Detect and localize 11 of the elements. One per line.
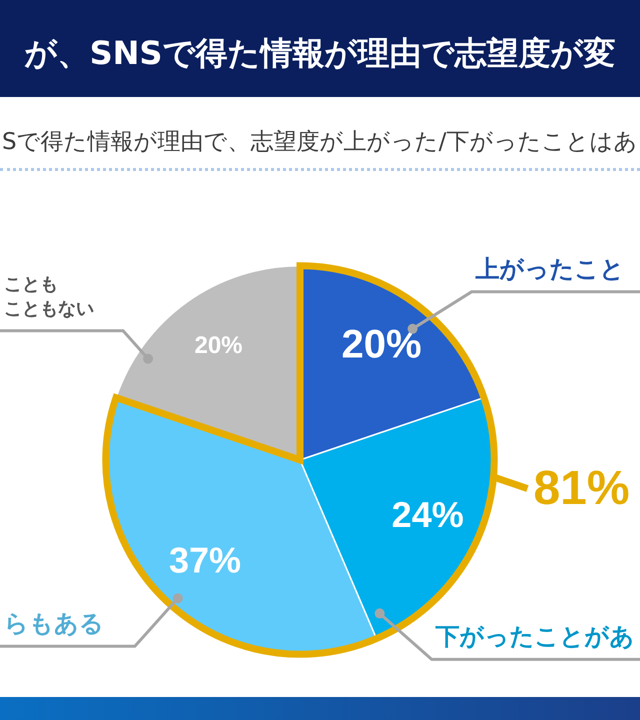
slice-label: 下がったことがあ [434,622,635,651]
data-label: 24% [392,494,464,535]
slice-label: らもある [4,610,104,638]
slice-label: こともこともない [4,274,94,320]
data-label: 20% [194,332,243,359]
chart-title: が、SNSで得た情報が理由で志望度が変 [24,32,616,74]
text: 81% [533,462,630,515]
data-label: 37% [168,540,242,581]
chart-subtitle: Sで得た情報が理由で、志望度が上がった/下がったことはあ [2,128,638,157]
data-label: 20% [341,322,422,366]
slice-label: 上がったこと [474,255,625,284]
